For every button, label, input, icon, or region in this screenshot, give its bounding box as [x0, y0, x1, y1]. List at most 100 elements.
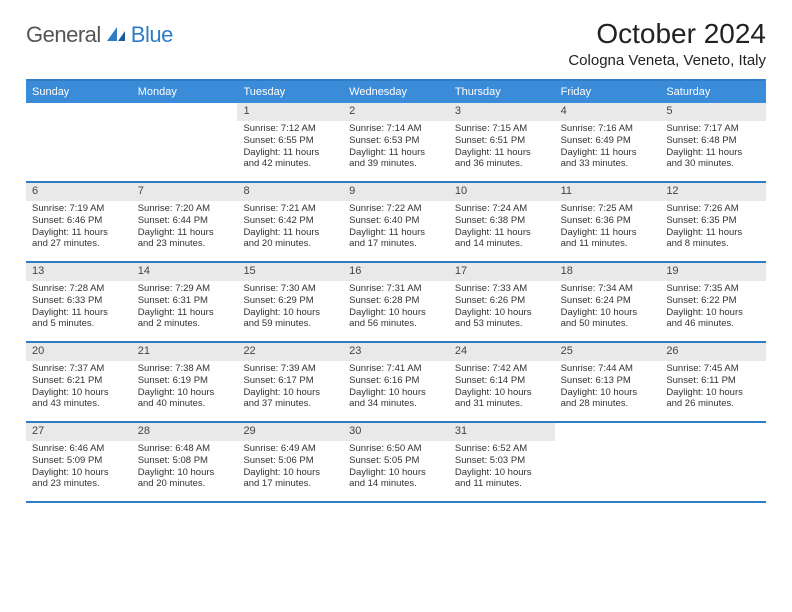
day-details: Sunrise: 7:35 AMSunset: 6:22 PMDaylight:… — [660, 281, 766, 335]
dayhead-saturday: Saturday — [660, 81, 766, 103]
daylight1-line: Daylight: 10 hours — [666, 387, 760, 399]
day-number: 17 — [449, 263, 555, 281]
day-details: Sunrise: 7:29 AMSunset: 6:31 PMDaylight:… — [132, 281, 238, 335]
day-details: Sunrise: 7:28 AMSunset: 6:33 PMDaylight:… — [26, 281, 132, 335]
daylight1-line: Daylight: 10 hours — [666, 307, 760, 319]
day-number: 24 — [449, 343, 555, 361]
dayhead-friday: Friday — [555, 81, 661, 103]
day-cell — [132, 103, 238, 181]
day-details: Sunrise: 7:31 AMSunset: 6:28 PMDaylight:… — [343, 281, 449, 335]
dayhead-sunday: Sunday — [26, 81, 132, 103]
sunset-line: Sunset: 6:42 PM — [243, 215, 337, 227]
sunrise-line: Sunrise: 7:37 AM — [32, 363, 126, 375]
logo: General Blue — [26, 22, 173, 48]
day-number: 3 — [449, 103, 555, 121]
dayhead-thursday: Thursday — [449, 81, 555, 103]
day-details: Sunrise: 7:34 AMSunset: 6:24 PMDaylight:… — [555, 281, 661, 335]
day-cell: 4Sunrise: 7:16 AMSunset: 6:49 PMDaylight… — [555, 103, 661, 181]
day-number: 7 — [132, 183, 238, 201]
sunrise-line: Sunrise: 7:26 AM — [666, 203, 760, 215]
sunrise-line: Sunrise: 6:48 AM — [138, 443, 232, 455]
day-number: 27 — [26, 423, 132, 441]
day-number: 12 — [660, 183, 766, 201]
day-cell: 8Sunrise: 7:21 AMSunset: 6:42 PMDaylight… — [237, 183, 343, 261]
day-number — [132, 103, 238, 107]
day-number: 31 — [449, 423, 555, 441]
sunrise-line: Sunrise: 7:39 AM — [243, 363, 337, 375]
sunset-line: Sunset: 5:06 PM — [243, 455, 337, 467]
day-number: 11 — [555, 183, 661, 201]
daylight2-line: and 42 minutes. — [243, 158, 337, 170]
sunrise-line: Sunrise: 7:44 AM — [561, 363, 655, 375]
sunset-line: Sunset: 6:46 PM — [32, 215, 126, 227]
day-number — [26, 103, 132, 107]
sunset-line: Sunset: 6:55 PM — [243, 135, 337, 147]
day-cell: 25Sunrise: 7:44 AMSunset: 6:13 PMDayligh… — [555, 343, 661, 421]
day-number: 22 — [237, 343, 343, 361]
sunrise-line: Sunrise: 7:19 AM — [32, 203, 126, 215]
sunset-line: Sunset: 6:36 PM — [561, 215, 655, 227]
sunrise-line: Sunrise: 7:33 AM — [455, 283, 549, 295]
calendar-page: General Blue October 2024 Cologna Veneta… — [0, 0, 792, 511]
daylight1-line: Daylight: 11 hours — [349, 227, 443, 239]
sunset-line: Sunset: 5:09 PM — [32, 455, 126, 467]
daylight2-line: and 50 minutes. — [561, 318, 655, 330]
sunrise-line: Sunrise: 7:45 AM — [666, 363, 760, 375]
sunrise-line: Sunrise: 7:28 AM — [32, 283, 126, 295]
day-number: 16 — [343, 263, 449, 281]
day-details: Sunrise: 7:39 AMSunset: 6:17 PMDaylight:… — [237, 361, 343, 415]
sunset-line: Sunset: 6:24 PM — [561, 295, 655, 307]
sunrise-line: Sunrise: 7:22 AM — [349, 203, 443, 215]
daylight1-line: Daylight: 11 hours — [32, 307, 126, 319]
day-cell: 7Sunrise: 7:20 AMSunset: 6:44 PMDaylight… — [132, 183, 238, 261]
day-number: 13 — [26, 263, 132, 281]
daylight2-line: and 23 minutes. — [138, 238, 232, 250]
sunrise-line: Sunrise: 7:20 AM — [138, 203, 232, 215]
sunset-line: Sunset: 6:11 PM — [666, 375, 760, 387]
day-details: Sunrise: 7:22 AMSunset: 6:40 PMDaylight:… — [343, 201, 449, 255]
daylight2-line: and 11 minutes. — [561, 238, 655, 250]
day-cell: 27Sunrise: 6:46 AMSunset: 5:09 PMDayligh… — [26, 423, 132, 501]
sunset-line: Sunset: 6:38 PM — [455, 215, 549, 227]
sunset-line: Sunset: 6:28 PM — [349, 295, 443, 307]
sunrise-line: Sunrise: 6:46 AM — [32, 443, 126, 455]
daylight1-line: Daylight: 11 hours — [561, 147, 655, 159]
day-details: Sunrise: 7:41 AMSunset: 6:16 PMDaylight:… — [343, 361, 449, 415]
logo-sail-icon — [105, 25, 127, 46]
week-row: 27 Sunrise: 6:46 AMSunset: 5:09 PM Dayligh… — [26, 423, 766, 503]
day-cell — [26, 103, 132, 181]
sunset-line: Sunset: 6:49 PM — [561, 135, 655, 147]
day-details: Sunrise: 7:12 AMSunset: 6:55 PMDaylight:… — [237, 121, 343, 175]
daylight1-line: Daylight: 10 hours — [243, 307, 337, 319]
day-cell: 21Sunrise: 7:38 AMSunset: 6:19 PMDayligh… — [132, 343, 238, 421]
sunrise-line: Sunrise: 6:49 AM — [243, 443, 337, 455]
day-number — [555, 423, 661, 427]
daylight2-line: and 53 minutes. — [455, 318, 549, 330]
daylight1-line: Daylight: 11 hours — [349, 147, 443, 159]
sunrise-line: Sunrise: 7:15 AM — [455, 123, 549, 135]
day-header-row: Sunday Monday Tuesday Wednesday Thursday… — [26, 81, 766, 103]
daylight2-line: and 17 minutes. — [349, 238, 443, 250]
sunrise-line: Sunrise: 7:42 AM — [455, 363, 549, 375]
sunrise-line: Sunrise: 7:21 AM — [243, 203, 337, 215]
day-number — [660, 423, 766, 427]
daylight1-line: Daylight: 10 hours — [349, 467, 443, 479]
day-cell: 30Sunrise: 6:50 AMSunset: 5:05 PMDayligh… — [343, 423, 449, 501]
day-cell: 18Sunrise: 7:34 AMSunset: 6:24 PMDayligh… — [555, 263, 661, 341]
sunset-line: Sunset: 6:16 PM — [349, 375, 443, 387]
sunset-line: Sunset: 6:31 PM — [138, 295, 232, 307]
sunset-line: Sunset: 5:08 PM — [138, 455, 232, 467]
sunset-line: Sunset: 6:29 PM — [243, 295, 337, 307]
sunset-line: Sunset: 6:35 PM — [666, 215, 760, 227]
daylight1-line: Daylight: 11 hours — [455, 227, 549, 239]
sunset-line: Sunset: 5:05 PM — [349, 455, 443, 467]
day-details: Sunrise: 7:25 AMSunset: 6:36 PMDaylight:… — [555, 201, 661, 255]
day-cell — [660, 423, 766, 501]
day-number: 30 — [343, 423, 449, 441]
day-number: 29 — [237, 423, 343, 441]
sunset-line: Sunset: 6:51 PM — [455, 135, 549, 147]
day-cell: 13Sunrise: 7:28 AMSunset: 6:33 PMDayligh… — [26, 263, 132, 341]
sunset-line: Sunset: 6:33 PM — [32, 295, 126, 307]
daylight1-line: Daylight: 10 hours — [455, 467, 549, 479]
day-number: 21 — [132, 343, 238, 361]
